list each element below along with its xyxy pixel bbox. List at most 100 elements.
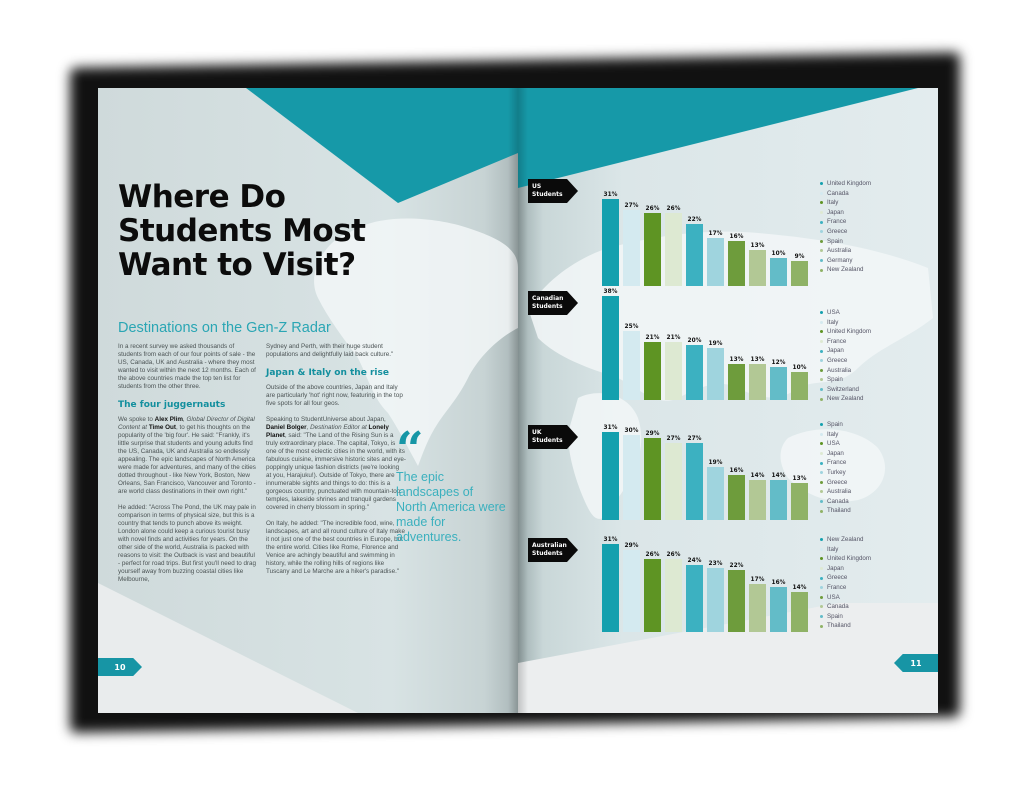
bar <box>707 568 724 632</box>
bar <box>623 331 640 400</box>
bar-item: 20% <box>686 338 703 400</box>
legend-item: USA <box>820 593 871 603</box>
legend-item: Thailand <box>820 621 871 631</box>
bar-value-label: 27% <box>687 436 702 442</box>
legend-dot-icon <box>820 201 823 205</box>
bar-value-label: 31% <box>603 537 618 543</box>
bar-item: 10% <box>791 365 808 400</box>
legend-label: United Kingdom <box>827 180 872 187</box>
legend-dot-icon <box>820 615 823 619</box>
bar <box>770 587 787 632</box>
bar <box>707 467 724 520</box>
chart-uk-students: UK Students 31% 30% 29% 27% 27% 19% 16% 1… <box>518 420 938 520</box>
bar-value-label: 20% <box>687 338 702 344</box>
chart-australian-students: Australian Students 31% 29% 26% 26% 24% 2… <box>518 535 938 632</box>
bar-item: 16% <box>728 234 745 286</box>
bar-value-label: 38% <box>603 289 618 295</box>
legend-dot-icon <box>820 442 823 446</box>
pull-quote: “ The epic landscapes of North America w… <box>396 430 506 545</box>
bar-value-label: 16% <box>729 234 744 240</box>
legend-item: France <box>820 458 851 468</box>
legend-item: Japan <box>820 346 871 356</box>
page-number-left: 10 <box>98 658 142 676</box>
bar-value-label: 29% <box>645 431 660 437</box>
legend-dot-icon <box>820 557 823 561</box>
bar <box>623 550 640 632</box>
legend-dot-icon <box>820 340 823 344</box>
section-heading: Japan & Italy on the rise <box>266 368 389 378</box>
legend-label: New Zealand <box>827 395 864 403</box>
text: , to get his thoughts on the popularity … <box>118 424 256 495</box>
legend-label: USA <box>827 309 840 316</box>
legend-dot-icon <box>820 259 823 263</box>
paragraph: Outside of the above countries, Japan an… <box>266 384 403 407</box>
legend-dot-icon <box>820 378 823 382</box>
legend-item: France <box>820 583 871 593</box>
intro-paragraph: In a recent survey we asked thousands of… <box>118 343 256 390</box>
legend-item: New Zealand <box>820 265 871 275</box>
bar-value-label: 14% <box>750 473 765 479</box>
legend-label: Thailand <box>827 622 851 630</box>
bar-value-label: 25% <box>624 324 639 330</box>
legend-dot-icon <box>820 538 823 542</box>
legend-dot-icon <box>820 330 823 334</box>
bar-item: 26% <box>665 552 682 632</box>
legend-item: Spain <box>820 612 871 622</box>
legend-item: Canada <box>820 602 871 612</box>
chart-tag: Australian Students <box>528 538 578 562</box>
legend-label: Japan <box>827 208 844 216</box>
tag-line: US <box>532 183 542 190</box>
legend-item: Australia <box>820 246 871 256</box>
bar-item: 21% <box>644 335 661 400</box>
white-corner-shape <box>98 583 358 713</box>
legend-label: Australia <box>827 247 852 255</box>
legend-item: Turkey <box>820 468 851 478</box>
page-subtitle: Destinations on the Gen-Z Radar <box>118 320 331 336</box>
page-number-right: 11 <box>894 654 938 672</box>
bar-value-label: 13% <box>750 243 765 249</box>
organization-name: Time Out <box>148 424 176 431</box>
legend-item: Japan <box>820 449 851 459</box>
bar-item: 23% <box>707 561 724 632</box>
legend-item: Greece <box>820 573 871 583</box>
left-page: Where Do Students Most Want to Visit? De… <box>98 88 518 713</box>
legend-dot-icon <box>820 220 823 224</box>
bar-value-label: 23% <box>708 561 723 567</box>
legend-item: Italy <box>820 545 871 555</box>
bar-value-label: 13% <box>750 357 765 363</box>
bar-item: 27% <box>686 436 703 520</box>
legend-item: France <box>820 337 871 347</box>
legend-dot-icon <box>820 595 823 599</box>
legend-dot-icon <box>820 576 823 580</box>
bar-item: 31% <box>602 537 619 632</box>
bar <box>665 342 682 400</box>
tag-line: Students <box>532 303 563 310</box>
bar-value-label: 30% <box>624 428 639 434</box>
legend-item: New Zealand <box>820 535 871 545</box>
bar <box>791 372 808 400</box>
text: , said: "The Land of the Rising Sun is a… <box>266 432 406 511</box>
legend-dot-icon <box>820 452 823 456</box>
chart-legend: Spain Italy USA Japan France Turkey Gree… <box>820 420 851 516</box>
legend-dot-icon <box>820 423 823 427</box>
legend-label: Canada <box>827 189 849 197</box>
bar-value-label: 26% <box>666 552 681 558</box>
legend-item: France <box>820 217 871 227</box>
legend-item: Italy <box>820 198 871 208</box>
bar <box>644 213 661 286</box>
legend-item: Japan <box>820 208 871 218</box>
legend-item: Australia <box>820 487 851 497</box>
legend-label: Japan <box>827 449 844 457</box>
legend-dot-icon <box>820 605 823 609</box>
legend-dot-icon <box>820 268 823 272</box>
text: We spoke to <box>118 416 155 423</box>
bar-value-label: 27% <box>666 436 681 442</box>
bar <box>749 250 766 286</box>
legend-dot-icon <box>820 239 823 243</box>
legend-dot-icon <box>820 359 823 363</box>
bar <box>644 559 661 632</box>
legend-item: USA <box>820 308 871 318</box>
world-map-north-america <box>314 218 518 466</box>
legend-dot-icon <box>820 211 823 215</box>
bar <box>728 241 745 286</box>
